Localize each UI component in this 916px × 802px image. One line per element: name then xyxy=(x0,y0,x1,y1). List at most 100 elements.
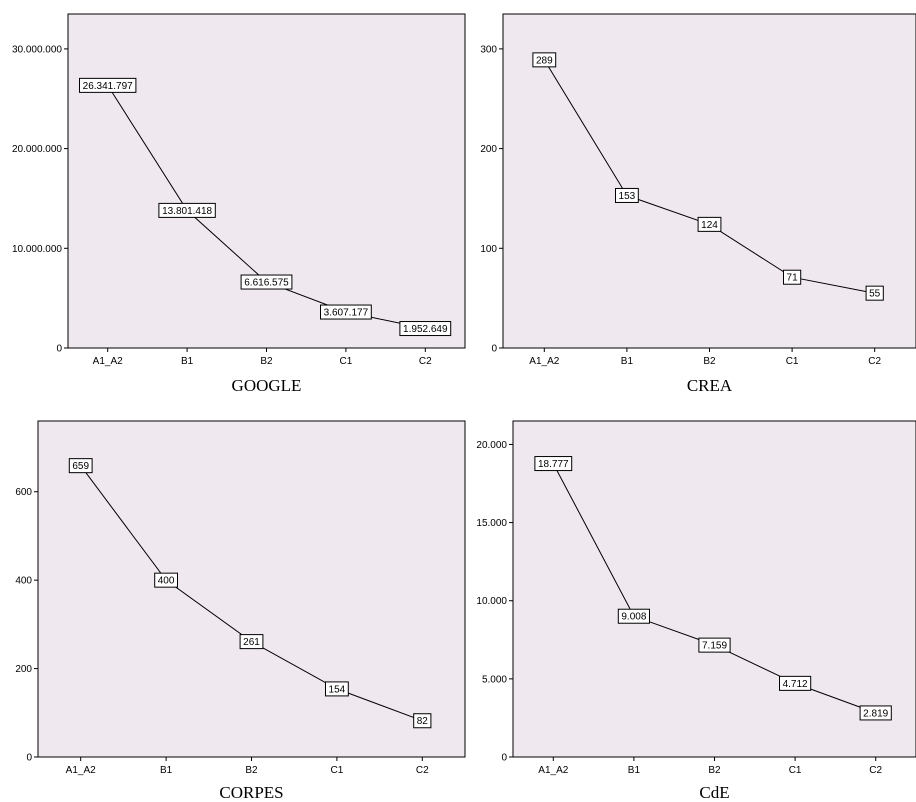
data-label-box xyxy=(240,274,293,290)
x-tick-label: B2 xyxy=(260,356,273,367)
data-label: 9.008 xyxy=(617,608,650,624)
data-label-text: 3.607.177 xyxy=(324,308,369,319)
data-label-box xyxy=(697,216,722,232)
x-tick-label: C1 xyxy=(331,765,344,776)
y-tick-label: 400 xyxy=(15,576,32,587)
data-label: 82 xyxy=(413,713,432,729)
y-tick-label: 200 xyxy=(15,664,32,675)
data-label-text: 55 xyxy=(869,289,881,300)
data-label-box xyxy=(617,608,650,624)
chart-crea: 0 100 200 300 A1_A2 B1 B2 C1 C2 289 153 124 71 55 CREA xyxy=(480,13,916,395)
data-label: 659 xyxy=(68,458,93,474)
x-tick-label: C2 xyxy=(416,765,429,776)
y-tick-label: 100 xyxy=(480,244,497,255)
data-label-text: 6.616.575 xyxy=(244,278,289,289)
data-label: 13.801.418 xyxy=(158,202,216,218)
chart-cde: 0 5.000 10.000 15.000 20.000 A1_A2 B1 B2 C1 C2 18.… xyxy=(476,420,916,802)
data-label-box xyxy=(320,304,372,320)
plot-area xyxy=(67,13,466,349)
data-label-box xyxy=(783,269,802,285)
data-label-box xyxy=(534,456,573,472)
data-label-text: 124 xyxy=(701,220,718,231)
data-label-box xyxy=(532,52,557,68)
plot-area xyxy=(502,13,916,349)
data-label-box xyxy=(865,285,884,301)
y-tick-label: 5.000 xyxy=(482,674,507,685)
data-label-text: 659 xyxy=(72,461,89,472)
y-tick-label: 0 xyxy=(26,753,32,764)
data-label-box xyxy=(68,458,93,474)
data-label-text: 2.819 xyxy=(863,708,888,719)
data-label: 124 xyxy=(697,216,722,232)
data-label-text: 9.008 xyxy=(621,612,646,623)
x-tick-label: C1 xyxy=(786,356,799,367)
data-label-box xyxy=(79,77,137,93)
data-label: 71 xyxy=(783,269,802,285)
chart-google: 0 10.000.000 20.000.000 30.000.000 A1_A2 B1 B2… xyxy=(12,13,466,395)
x-tick-label: B1 xyxy=(160,765,173,776)
y-tick-label: 0 xyxy=(501,753,507,764)
y-tick-label: 0 xyxy=(491,344,497,355)
x-tick-label: B1 xyxy=(181,356,194,367)
data-label-text: 289 xyxy=(536,55,553,66)
chart-title: CORPES xyxy=(219,783,283,802)
data-label-text: 261 xyxy=(243,637,260,648)
chart-title: CREA xyxy=(687,376,733,395)
data-label-box xyxy=(239,634,264,650)
y-tick-label: 20.000 xyxy=(476,440,507,451)
chart-title: GOOGLE xyxy=(232,376,302,395)
x-tick-label: A1_A2 xyxy=(538,765,568,776)
data-label-text: 26.341.797 xyxy=(83,81,133,92)
data-label-text: 153 xyxy=(619,191,636,202)
data-label-text: 1.952.649 xyxy=(403,324,448,335)
x-tick-label: B2 xyxy=(708,765,721,776)
chart-corpes: 0 200 400 600 A1_A2 B1 B2 C1 C2 659 400 261 154 82 COR… xyxy=(15,420,466,802)
x-tick-label: C2 xyxy=(419,356,432,367)
data-label: 4.712 xyxy=(779,675,812,691)
data-label-text: 7.159 xyxy=(702,641,727,652)
data-label-text: 154 xyxy=(329,684,346,695)
data-label-box xyxy=(615,187,639,203)
x-tick-label: A1_A2 xyxy=(529,356,559,367)
data-label-box xyxy=(698,637,731,653)
x-tick-label: B2 xyxy=(245,765,258,776)
plot-area xyxy=(512,420,916,758)
data-label: 1.952.649 xyxy=(399,321,452,337)
y-tick-label: 30.000.000 xyxy=(12,44,62,55)
y-tick-label: 10.000 xyxy=(476,596,507,607)
plot-area xyxy=(37,420,466,758)
data-label: 18.777 xyxy=(534,456,573,472)
data-label-box xyxy=(325,681,349,697)
data-label: 153 xyxy=(615,187,639,203)
x-tick-label: A1_A2 xyxy=(93,356,123,367)
data-label-box xyxy=(158,202,216,218)
data-label: 400 xyxy=(154,572,178,588)
data-label: 6.616.575 xyxy=(240,274,293,290)
data-label-text: 82 xyxy=(417,716,429,727)
x-tick-label: C2 xyxy=(869,765,882,776)
chart-title: CdE xyxy=(699,783,729,802)
data-label-text: 13.801.418 xyxy=(162,206,212,217)
y-tick-label: 200 xyxy=(480,144,497,155)
data-label: 7.159 xyxy=(698,637,731,653)
data-label: 2.819 xyxy=(859,705,892,721)
data-label: 289 xyxy=(532,52,557,68)
data-label: 154 xyxy=(325,681,349,697)
data-label: 55 xyxy=(865,285,884,301)
y-tick-label: 15.000 xyxy=(476,518,507,529)
data-label-box xyxy=(413,713,432,729)
y-tick-label: 0 xyxy=(56,344,62,355)
data-label-box xyxy=(399,321,452,337)
data-label-box xyxy=(779,675,812,691)
x-tick-label: C1 xyxy=(789,765,802,776)
data-label: 261 xyxy=(239,634,264,650)
data-label-text: 71 xyxy=(787,273,799,284)
y-tick-label: 600 xyxy=(15,487,32,498)
y-tick-label: 20.000.000 xyxy=(12,144,62,155)
data-label-text: 4.712 xyxy=(783,679,808,690)
data-label-box xyxy=(154,572,178,588)
data-label-text: 400 xyxy=(158,576,175,587)
data-label-text: 18.777 xyxy=(538,459,569,470)
x-tick-label: B2 xyxy=(703,356,716,367)
